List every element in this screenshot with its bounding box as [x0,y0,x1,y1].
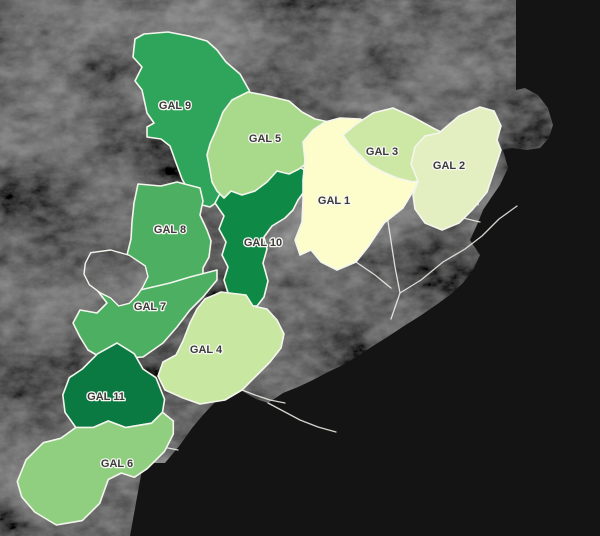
svg-text:GAL 6: GAL 6 [101,458,133,470]
svg-text:GAL 8: GAL 8 [154,224,186,236]
svg-text:GAL 9: GAL 9 [159,100,191,112]
svg-text:GAL 1: GAL 1 [318,195,350,207]
svg-text:GAL 2: GAL 2 [433,160,465,172]
svg-text:GAL 11: GAL 11 [87,391,125,403]
svg-text:GAL 3: GAL 3 [366,146,398,158]
svg-text:GAL 7: GAL 7 [134,301,166,313]
svg-text:GAL 4: GAL 4 [190,344,223,356]
svg-text:GAL 10: GAL 10 [244,237,282,249]
svg-text:GAL 5: GAL 5 [249,133,281,145]
